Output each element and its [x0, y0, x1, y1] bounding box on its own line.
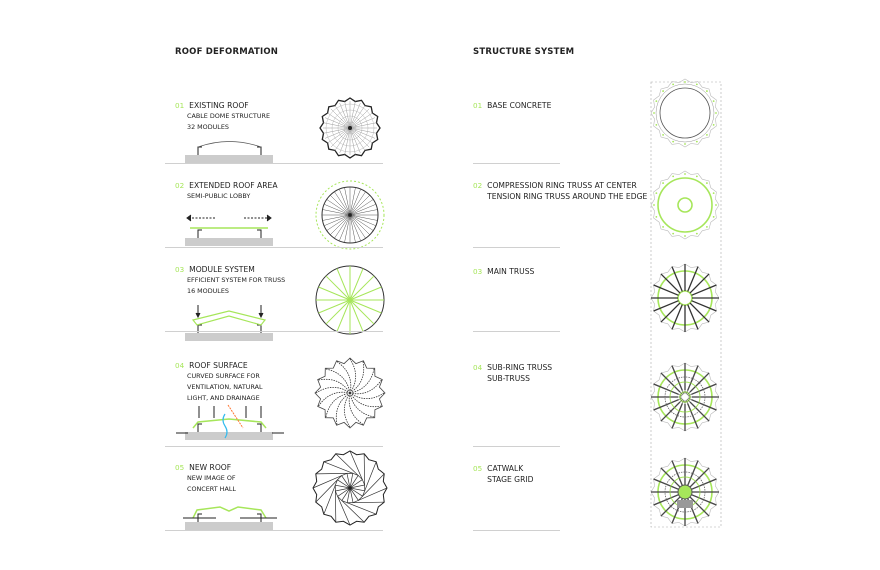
divider: [165, 446, 383, 447]
step-text: TENSION RING TRUSS AROUND THE EDGE: [487, 192, 648, 201]
step-text: MAIN TRUSS: [487, 267, 535, 276]
step-text: SUB-RING TRUSS: [487, 363, 553, 372]
step-description: 32 MODULES: [187, 123, 229, 131]
step-description: NEW IMAGE OF: [187, 474, 236, 482]
divider: [165, 247, 383, 248]
step-description: CABLE DOME STRUCTURE: [187, 112, 270, 120]
roof-step: 05 NEW ROOF NEW IMAGE OF CONCERT HALL: [175, 462, 236, 495]
divider: [473, 163, 560, 164]
step-title: ROOF SURFACE: [189, 361, 248, 370]
step-number: 02: [473, 181, 483, 190]
divider: [473, 446, 560, 447]
divider: [473, 331, 560, 332]
existing-roof-plan: [319, 97, 381, 159]
step-description: VENTILATION, NATURAL: [187, 383, 263, 391]
step-title: EXTENDED ROOF AREA: [189, 181, 278, 190]
step-description: SEMI-PUBLIC LOBBY: [187, 192, 251, 200]
structure-diagram-1: [650, 78, 720, 148]
extended-roof-section: [185, 214, 273, 246]
existing-roof-section: [185, 141, 273, 163]
step-text: BASE CONCRETE: [487, 101, 552, 110]
step-text: CATWALK: [487, 464, 524, 473]
step-description: CONCERT HALL: [187, 485, 236, 493]
step-text: COMPRESSION RING TRUSS AT CENTER: [487, 181, 637, 190]
step-number: 04: [473, 363, 483, 372]
module-system-plan: [315, 265, 385, 335]
structure-diagram-4: [650, 362, 720, 432]
structure-diagram-5: [650, 457, 720, 527]
step-text: STAGE GRID: [487, 475, 534, 484]
new-roof-plan: [312, 450, 388, 526]
divider: [473, 247, 560, 248]
structure-step: 01 BASE CONCRETE: [473, 100, 551, 111]
divider: [165, 163, 383, 164]
step-description: CURVED SURFACE FOR: [187, 372, 260, 380]
structure-diagram-2: [650, 170, 720, 240]
divider: [165, 331, 383, 332]
roof-deformation-heading: ROOF DEFORMATION: [175, 47, 279, 57]
roof-surface-section: [176, 404, 284, 440]
roof-step: 03 MODULE SYSTEM EFFICIENT SYSTEM FOR TRUS…: [175, 264, 285, 297]
column-outline: [650, 81, 722, 528]
step-text: SUB-TRUSS: [487, 374, 530, 383]
extended-roof-plan: [315, 180, 385, 250]
new-roof-section: [183, 506, 277, 530]
step-number: 01: [175, 101, 185, 110]
step-number: 03: [473, 267, 483, 276]
module-system-section: [185, 305, 273, 341]
step-description: 16 MODULES: [187, 287, 229, 295]
step-title: MODULE SYSTEM: [189, 265, 255, 274]
step-number: 02: [175, 181, 185, 190]
roof-step: 01 EXISTING ROOF CABLE DOME STRUCTURE 32 MO…: [175, 100, 270, 133]
roof-surface-plan: [314, 357, 386, 429]
structure-system-heading: STRUCTURE SYSTEM: [473, 47, 575, 57]
structure-step: 03 MAIN TRUSS: [473, 266, 534, 277]
step-title: NEW ROOF: [189, 463, 232, 472]
step-number: 01: [473, 101, 483, 110]
step-number: 03: [175, 265, 185, 274]
step-description: LIGHT, AND DRAINAGE: [187, 394, 260, 402]
step-title: EXISTING ROOF: [189, 101, 249, 110]
structure-diagram-3: [650, 263, 720, 333]
roof-step: 04 ROOF SURFACE CURVED SURFACE FOR VENTILAT…: [175, 360, 263, 404]
step-number: 04: [175, 361, 185, 370]
step-number: 05: [473, 464, 483, 473]
divider: [473, 530, 560, 531]
roof-step: 02 EXTENDED ROOF AREA SEMI-PUBLIC LOBBY: [175, 180, 278, 202]
step-number: 05: [175, 463, 185, 472]
structure-step: 05CATWALK00STAGE GRID: [473, 463, 533, 485]
divider: [165, 530, 383, 531]
step-description: EFFICIENT SYSTEM FOR TRUSS: [187, 276, 286, 284]
